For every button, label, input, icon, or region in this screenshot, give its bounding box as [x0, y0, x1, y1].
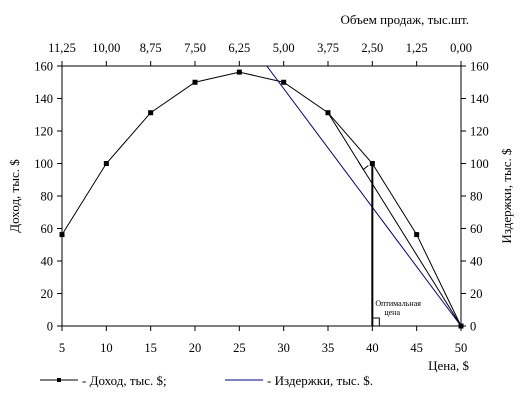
y-tick-label: 0	[47, 320, 53, 334]
y-axis-right: 0 20 40 60 80 100 120 140 160	[461, 60, 489, 334]
x2-tick-label: 11,25	[48, 41, 76, 55]
base-angle-mark	[372, 317, 380, 326]
y-tick-label: 60	[41, 222, 54, 236]
y-tick-label: 140	[34, 92, 53, 106]
x-axis-title: Цена, $	[428, 358, 469, 373]
x2-tick-label: 2,50	[361, 41, 383, 55]
revenue-point	[103, 161, 109, 166]
y-tick-label: 160	[34, 60, 53, 74]
x-tick-label: 25	[233, 341, 246, 355]
y2-tick-label: 140	[470, 92, 489, 106]
cost-line	[266, 65, 462, 327]
y2-axis-title: Издержки, тыс. $	[499, 148, 514, 244]
y-axis-title: Доход, тыс. $	[7, 159, 22, 233]
y2-tick-label: 60	[470, 222, 483, 236]
tangent-line	[327, 112, 462, 327]
series-layer	[59, 65, 464, 329]
revenue-point	[236, 69, 242, 75]
plot-frame	[61, 65, 462, 327]
x-axis-bottom: 5 10 15 20 25 30 35 40 45 50	[59, 326, 467, 355]
x2-tick-label: 1,25	[406, 41, 428, 55]
legend-cost-label: - Издержки, тыс. $.	[267, 373, 373, 388]
y-tick-label: 120	[34, 125, 53, 139]
revenue-point	[148, 110, 154, 116]
revenue-point	[59, 232, 65, 238]
x-axis-top: 11,25 10,00 8,75 7,50 6,25 5,00 3,75 2,50 1,25 0,…	[48, 41, 472, 66]
y-tick-label: 80	[41, 190, 54, 204]
x2-tick-label: 3,75	[317, 41, 339, 55]
x-tick-label: 30	[277, 341, 290, 355]
revenue-point	[281, 79, 287, 85]
x2-axis-title: Объем продаж, тыс.шт.	[341, 12, 470, 27]
x-tick-label: 45	[410, 341, 423, 355]
y2-tick-label: 40	[470, 255, 483, 269]
x2-tick-label: 10,00	[92, 41, 120, 55]
y2-tick-label: 120	[470, 125, 489, 139]
revenue-line	[61, 71, 462, 327]
x-tick-label: 20	[189, 341, 202, 355]
y2-tick-label: 160	[470, 60, 489, 74]
x2-tick-label: 7,50	[184, 41, 206, 55]
y2-tick-label: 80	[470, 190, 483, 204]
x-tick-label: 5	[59, 341, 65, 355]
x-tick-label: 35	[322, 341, 335, 355]
x2-tick-label: 6,25	[228, 41, 250, 55]
x2-tick-label: 8,75	[140, 41, 162, 55]
y2-tick-label: 100	[470, 157, 489, 171]
annotation-label-line2: цена	[384, 308, 400, 317]
x-tick-label: 15	[144, 341, 157, 355]
legend-revenue-marker	[57, 378, 61, 382]
y-tick-label: 20	[41, 287, 54, 301]
revenue-point	[414, 232, 420, 238]
x-tick-label: 50	[455, 341, 468, 355]
x-tick-label: 10	[100, 341, 113, 355]
y2-tick-label: 0	[470, 320, 476, 334]
y-tick-label: 100	[34, 157, 53, 171]
legend: - Доход, тыс. $; - Издержки, тыс. $.	[40, 373, 373, 388]
y-axis-left: 0 20 40 60 80 100 120 140 160	[34, 60, 62, 334]
legend-revenue-label: - Доход, тыс. $;	[82, 373, 167, 388]
x-tick-label: 40	[366, 341, 379, 355]
y2-tick-label: 20	[470, 287, 483, 301]
revenue-point	[192, 79, 198, 85]
y-tick-label: 40	[41, 255, 54, 269]
x2-tick-label: 5,00	[273, 41, 295, 55]
x2-tick-label: 0,00	[450, 41, 472, 55]
annotation-label-line1: Оптимальная	[375, 299, 421, 308]
right-angle-mark	[357, 161, 369, 171]
